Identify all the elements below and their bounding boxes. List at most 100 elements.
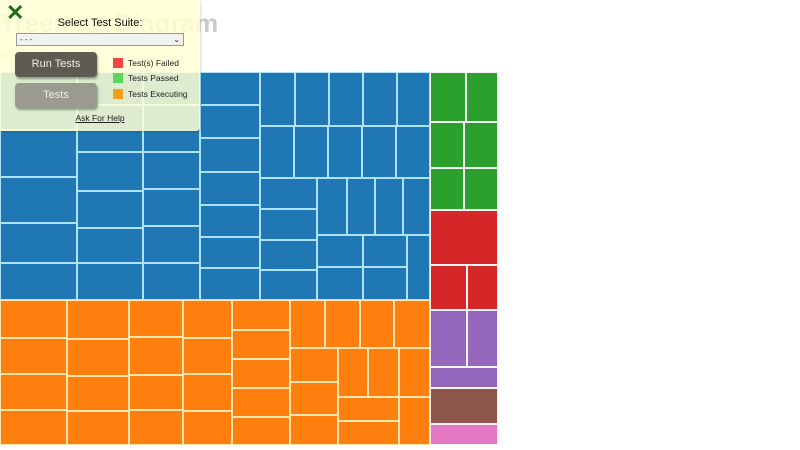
treemap-cell-blue[interactable]: [363, 267, 407, 300]
treemap-cell-orange[interactable]: [183, 300, 232, 338]
legend-label: Tests Executing: [128, 89, 188, 99]
treemap-cell-blue[interactable]: [362, 126, 396, 178]
treemap-cell-blue[interactable]: [77, 152, 143, 191]
treemap-cell-orange[interactable]: [129, 375, 183, 410]
treemap-cell-blue[interactable]: [260, 126, 294, 178]
treemap-cell-orange[interactable]: [338, 421, 399, 445]
treemap-cell-blue[interactable]: [143, 263, 200, 300]
treemap-cell-orange[interactable]: [67, 376, 129, 411]
treemap-cell-orange[interactable]: [129, 337, 183, 375]
treemap-cell-orange[interactable]: [0, 410, 67, 445]
treemap-cell-orange[interactable]: [129, 410, 183, 445]
treemap-cell-blue[interactable]: [200, 268, 260, 300]
treemap-cell-orange[interactable]: [0, 374, 67, 410]
treemap-cell-orange[interactable]: [0, 338, 67, 374]
treemap-cell-orange[interactable]: [67, 411, 129, 445]
treemap-cell-blue[interactable]: [396, 126, 430, 178]
treemap-cell-orange[interactable]: [0, 300, 67, 338]
treemap-cell-orange[interactable]: [368, 348, 399, 397]
treemap-cell-blue[interactable]: [200, 138, 260, 172]
treemap-cell-orange[interactable]: [129, 300, 183, 337]
treemap-cell-orange[interactable]: [67, 300, 129, 339]
treemap-cell-orange[interactable]: [290, 348, 338, 382]
treemap-cell-orange[interactable]: [338, 397, 399, 421]
treemap-cell-blue[interactable]: [260, 209, 317, 240]
treemap-cell-blue[interactable]: [397, 72, 430, 126]
treemap-cell-orange[interactable]: [290, 300, 325, 348]
treemap-cell-red[interactable]: [430, 210, 498, 265]
treemap-cell-green[interactable]: [430, 168, 464, 210]
treemap-cell-brown[interactable]: [430, 388, 498, 424]
treemap-cell-red[interactable]: [467, 265, 498, 310]
treemap-cell-orange[interactable]: [290, 415, 338, 445]
treemap-cell-blue[interactable]: [143, 226, 200, 263]
treemap-cell-purple[interactable]: [467, 310, 498, 367]
treemap-cell-blue[interactable]: [294, 126, 328, 178]
treemap-cell-blue[interactable]: [317, 178, 347, 235]
treemap-cell-red[interactable]: [430, 265, 467, 310]
run-tests-button[interactable]: Run Tests: [15, 52, 97, 77]
treemap-cell-blue[interactable]: [407, 235, 430, 300]
treemap-cell-purple[interactable]: [430, 367, 498, 388]
failed-swatch-icon: [113, 58, 123, 68]
treemap-cell-blue[interactable]: [77, 263, 143, 300]
treemap-cell-blue[interactable]: [363, 235, 407, 267]
treemap-cell-orange[interactable]: [325, 300, 360, 348]
treemap-cell-blue[interactable]: [0, 177, 77, 223]
treemap-cell-blue[interactable]: [260, 72, 295, 126]
treemap-cell-blue[interactable]: [77, 228, 143, 263]
treemap-cell-blue[interactable]: [143, 189, 200, 226]
treemap-cell-green[interactable]: [464, 168, 498, 210]
treemap-cell-blue[interactable]: [363, 72, 397, 126]
treemap-cell-blue[interactable]: [200, 72, 260, 105]
treemap-cell-blue[interactable]: [200, 237, 260, 268]
treemap-cell-orange[interactable]: [232, 330, 290, 359]
treemap-cell-blue[interactable]: [143, 152, 200, 189]
treemap-cell-purple[interactable]: [430, 310, 467, 367]
treemap-cell-blue[interactable]: [0, 263, 77, 300]
treemap-cell-orange[interactable]: [232, 417, 290, 445]
treemap-cell-orange[interactable]: [232, 300, 290, 330]
treemap-cell-orange[interactable]: [67, 339, 129, 376]
treemap-cell-blue[interactable]: [329, 72, 363, 126]
treemap-cell-orange[interactable]: [399, 348, 430, 397]
treemap-cell-green[interactable]: [466, 72, 498, 122]
tests-button[interactable]: Tests: [15, 83, 97, 108]
treemap-cell-blue[interactable]: [260, 240, 317, 270]
test-suite-select[interactable]: - - - ⌄: [16, 33, 184, 46]
treemap-cell-blue[interactable]: [0, 130, 77, 177]
treemap-cell-orange[interactable]: [394, 300, 430, 348]
control-panel: ✕ Select Test Suite: - - - ⌄ Run Tests T…: [0, 0, 200, 131]
treemap-cell-pink[interactable]: [430, 424, 498, 445]
treemap-cell-blue[interactable]: [375, 178, 403, 235]
close-icon[interactable]: ✕: [6, 0, 25, 25]
treemap-cell-blue[interactable]: [328, 126, 362, 178]
treemap-cell-blue[interactable]: [317, 235, 363, 267]
treemap-cell-blue[interactable]: [0, 223, 77, 263]
treemap-cell-orange[interactable]: [183, 338, 232, 374]
treemap-cell-orange[interactable]: [232, 359, 290, 388]
treemap-cell-blue[interactable]: [200, 105, 260, 138]
treemap-cell-orange[interactable]: [290, 382, 338, 415]
treemap-cell-blue[interactable]: [317, 267, 363, 300]
treemap-cell-orange[interactable]: [399, 397, 430, 445]
treemap-cell-blue[interactable]: [260, 178, 317, 209]
treemap-cell-blue[interactable]: [200, 172, 260, 205]
ask-for-help-link[interactable]: Ask For Help: [75, 113, 125, 123]
treemap-cell-orange[interactable]: [232, 388, 290, 417]
treemap-cell-green[interactable]: [430, 72, 466, 122]
treemap-cell-green[interactable]: [464, 122, 498, 168]
treemap-cell-blue[interactable]: [403, 178, 430, 235]
treemap-cell-blue[interactable]: [295, 72, 329, 126]
treemap-cell-blue[interactable]: [347, 178, 375, 235]
chevron-down-icon: ⌄: [173, 35, 180, 44]
treemap-cell-blue[interactable]: [77, 191, 143, 228]
treemap-cell-orange[interactable]: [338, 348, 368, 397]
treemap-cell-blue[interactable]: [260, 270, 317, 300]
treemap-cell-orange[interactable]: [360, 300, 394, 348]
treemap-cell-blue[interactable]: [200, 205, 260, 237]
treemap-cell-orange[interactable]: [183, 374, 232, 411]
treemap-cell-orange[interactable]: [183, 411, 232, 445]
treemap-cell-green[interactable]: [430, 122, 464, 168]
